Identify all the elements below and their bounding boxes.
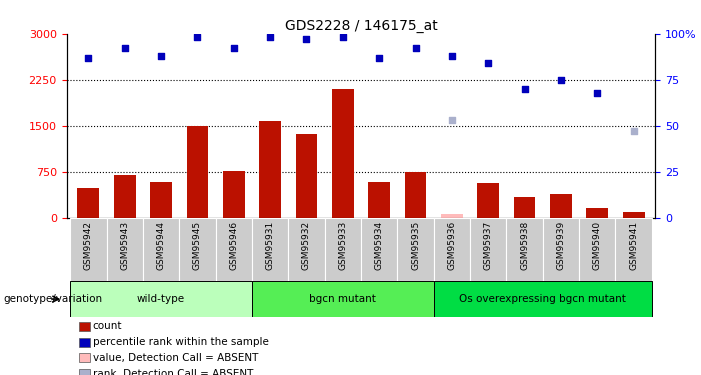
- Title: GDS2228 / 146175_at: GDS2228 / 146175_at: [285, 19, 437, 33]
- Point: [447, 53, 458, 59]
- Point: [337, 34, 348, 40]
- Bar: [216, 217, 252, 281]
- Point: [555, 77, 566, 83]
- Text: GSM95942: GSM95942: [84, 220, 93, 270]
- Text: GSM95946: GSM95946: [229, 220, 238, 270]
- Bar: [252, 281, 434, 317]
- Text: wild-type: wild-type: [137, 294, 185, 304]
- Point: [264, 34, 275, 40]
- Bar: [586, 209, 608, 218]
- Bar: [70, 217, 107, 281]
- Bar: [434, 281, 652, 317]
- Point: [119, 45, 130, 51]
- Text: Os overexpressing bgcn mutant: Os overexpressing bgcn mutant: [459, 294, 626, 304]
- Point: [592, 90, 603, 96]
- Text: GSM95943: GSM95943: [121, 220, 129, 270]
- Text: bgcn mutant: bgcn mutant: [309, 294, 376, 304]
- Bar: [288, 217, 325, 281]
- Text: GSM95933: GSM95933: [339, 220, 347, 270]
- Bar: [107, 217, 143, 281]
- Bar: [368, 182, 390, 218]
- Text: GSM95931: GSM95931: [266, 220, 275, 270]
- Text: GSM95940: GSM95940: [593, 220, 601, 270]
- Point: [410, 45, 421, 51]
- Text: percentile rank within the sample: percentile rank within the sample: [93, 337, 268, 347]
- Text: GSM95944: GSM95944: [156, 220, 165, 270]
- Bar: [332, 89, 354, 218]
- Bar: [150, 182, 172, 218]
- Point: [374, 55, 385, 61]
- Bar: [441, 214, 463, 217]
- Text: GSM95935: GSM95935: [411, 220, 420, 270]
- Text: GSM95945: GSM95945: [193, 220, 202, 270]
- Text: value, Detection Call = ABSENT: value, Detection Call = ABSENT: [93, 353, 258, 363]
- Bar: [514, 196, 536, 217]
- Text: GSM95938: GSM95938: [520, 220, 529, 270]
- Bar: [78, 188, 100, 218]
- Text: count: count: [93, 321, 122, 331]
- Bar: [223, 171, 245, 217]
- Bar: [404, 172, 426, 217]
- Point: [156, 53, 167, 59]
- Bar: [622, 212, 644, 217]
- Bar: [259, 121, 281, 218]
- Bar: [143, 217, 179, 281]
- Point: [192, 34, 203, 40]
- Point: [482, 60, 494, 66]
- Bar: [615, 217, 652, 281]
- Bar: [114, 175, 136, 217]
- Point: [447, 117, 458, 123]
- Text: rank, Detection Call = ABSENT: rank, Detection Call = ABSENT: [93, 369, 253, 375]
- Bar: [543, 217, 579, 281]
- Text: GSM95941: GSM95941: [629, 220, 638, 270]
- Point: [229, 45, 240, 51]
- Bar: [325, 217, 361, 281]
- Bar: [70, 281, 252, 317]
- Bar: [506, 217, 543, 281]
- Bar: [470, 217, 506, 281]
- Text: genotype/variation: genotype/variation: [4, 294, 102, 304]
- Point: [628, 128, 639, 134]
- Bar: [252, 217, 288, 281]
- Text: GSM95939: GSM95939: [557, 220, 566, 270]
- Bar: [550, 194, 572, 217]
- Point: [83, 55, 94, 61]
- Bar: [397, 217, 434, 281]
- Point: [519, 86, 530, 92]
- Bar: [361, 217, 397, 281]
- Text: GSM95934: GSM95934: [375, 220, 383, 270]
- Bar: [477, 183, 499, 218]
- Text: GSM95937: GSM95937: [484, 220, 493, 270]
- Bar: [179, 217, 216, 281]
- Bar: [579, 217, 615, 281]
- Bar: [434, 217, 470, 281]
- Text: GSM95932: GSM95932: [302, 220, 311, 270]
- Point: [301, 36, 312, 42]
- Bar: [296, 134, 318, 218]
- Bar: [186, 126, 208, 218]
- Text: GSM95936: GSM95936: [447, 220, 456, 270]
